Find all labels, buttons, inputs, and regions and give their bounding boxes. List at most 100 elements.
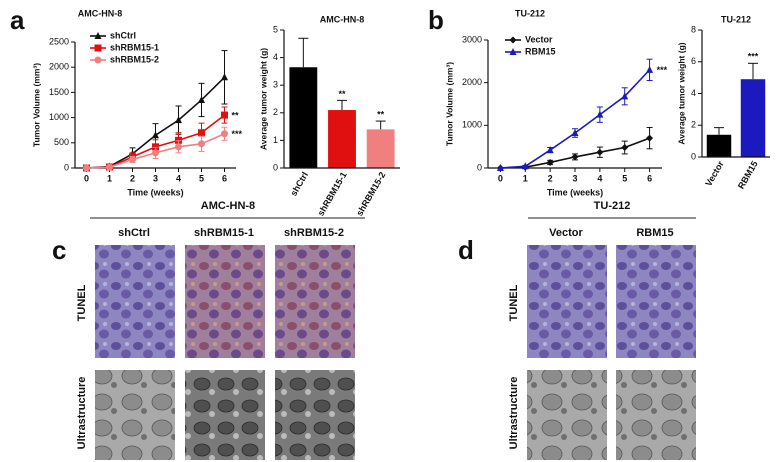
column-label: shRBM15-1 — [194, 227, 254, 239]
legend-label: Vector — [525, 34, 553, 44]
x-tick-label: shCtrl — [288, 170, 310, 198]
y-tick-label: 4 — [691, 88, 696, 98]
x-tick-label: 6 — [647, 173, 652, 183]
y-axis-label: Average tumor weight (g) — [258, 48, 268, 150]
y-tick-label: 4 — [273, 52, 278, 62]
y-tick-label: 0 — [273, 162, 278, 172]
x-tick-label: Vector — [703, 159, 726, 188]
series-line — [500, 69, 651, 169]
legend-marker — [94, 44, 102, 52]
legend-label: RBM15 — [525, 46, 556, 56]
chart-title: TU-212 — [721, 14, 751, 24]
x-tick-label: shRBM15-1 — [316, 170, 349, 217]
marker — [129, 155, 136, 163]
y-axis-label: Tumor Volume (mm³) — [444, 62, 454, 146]
marker — [106, 163, 113, 171]
chart-title: AMC-HN-8 — [320, 14, 365, 24]
marker — [496, 164, 504, 171]
marker — [198, 95, 205, 103]
marker — [221, 73, 228, 81]
row-label: TUNEL — [508, 284, 520, 321]
panel-label: b — [428, 5, 444, 35]
marker — [621, 92, 629, 100]
y-tick-label: 2 — [691, 120, 696, 130]
x-tick-label: 0 — [84, 173, 89, 183]
y-tick-label: 8 — [691, 24, 696, 34]
error-bar — [375, 120, 386, 130]
column-label: shRBM15-2 — [284, 227, 344, 239]
x-tick-label: 1 — [523, 173, 528, 183]
x-tick-label: RBM15 — [736, 159, 760, 190]
marker — [221, 111, 228, 119]
micrograph — [95, 245, 175, 358]
y-tick-label: 0 — [64, 162, 69, 172]
micrograph — [185, 370, 265, 460]
y-tick-label: 0 — [477, 162, 482, 172]
marker — [521, 162, 529, 170]
panel-label: a — [10, 5, 25, 35]
significance: ** — [338, 89, 346, 99]
marker — [546, 146, 554, 154]
y-axis-label: Tumor Volume (mm³) — [31, 63, 41, 147]
x-tick-label: 0 — [498, 173, 503, 183]
marker — [152, 149, 159, 157]
error-bar — [298, 37, 309, 68]
micrograph — [616, 245, 696, 358]
x-tick-label: 5 — [622, 173, 627, 183]
legend-label: shCtrl — [110, 30, 136, 40]
x-axis-label: Time (weeks) — [127, 187, 183, 197]
bar — [706, 134, 732, 157]
column-label: Vector — [549, 227, 583, 239]
row-label: Ultrastructure — [508, 377, 520, 450]
marker — [175, 143, 182, 151]
legend-marker — [94, 32, 102, 39]
row-label: Ultrastructure — [76, 377, 88, 450]
y-tick-label: 1 — [273, 135, 278, 145]
y-tick-label: 5 — [273, 24, 278, 34]
marker — [175, 136, 182, 144]
marker — [198, 140, 205, 148]
legend-label: shRBM15-1 — [110, 42, 159, 52]
micrograph — [95, 370, 175, 460]
marker — [546, 158, 554, 166]
row-label: TUNEL — [76, 284, 88, 321]
y-tick-label: 3000 — [462, 34, 482, 44]
legend-marker — [509, 48, 517, 55]
x-tick-label: 4 — [176, 173, 181, 183]
micrograph — [275, 245, 355, 358]
bar — [740, 79, 766, 157]
x-tick-label: 3 — [153, 173, 158, 183]
marker — [596, 148, 604, 156]
micrograph — [527, 245, 607, 358]
marker — [221, 130, 228, 138]
marker — [571, 129, 579, 137]
micrograph — [527, 370, 607, 460]
micrograph — [185, 245, 265, 358]
y-tick-label: 500 — [54, 137, 69, 147]
column-label: shCtrl — [118, 227, 150, 239]
marker — [175, 116, 182, 124]
significance: *** — [232, 129, 243, 139]
y-tick-label: 2000 — [49, 62, 69, 72]
significance: ** — [232, 110, 240, 120]
panel-label: d — [458, 235, 474, 265]
y-tick-label: 1500 — [49, 87, 69, 97]
x-tick-label: 6 — [222, 173, 227, 183]
x-tick-label: 1 — [107, 173, 112, 183]
y-tick-label: 2 — [273, 107, 278, 117]
legend-marker — [94, 56, 102, 64]
error-bar — [337, 99, 347, 111]
marker — [621, 144, 629, 152]
error-bar — [748, 62, 758, 80]
marker — [596, 110, 604, 118]
marker — [198, 129, 205, 137]
column-label: RBM15 — [636, 227, 673, 239]
y-tick-label: 3 — [273, 80, 278, 90]
error-bar — [714, 127, 724, 135]
marker — [646, 134, 654, 142]
marker — [646, 65, 654, 73]
series-line — [500, 137, 650, 169]
x-tick-label: 2 — [548, 173, 553, 183]
